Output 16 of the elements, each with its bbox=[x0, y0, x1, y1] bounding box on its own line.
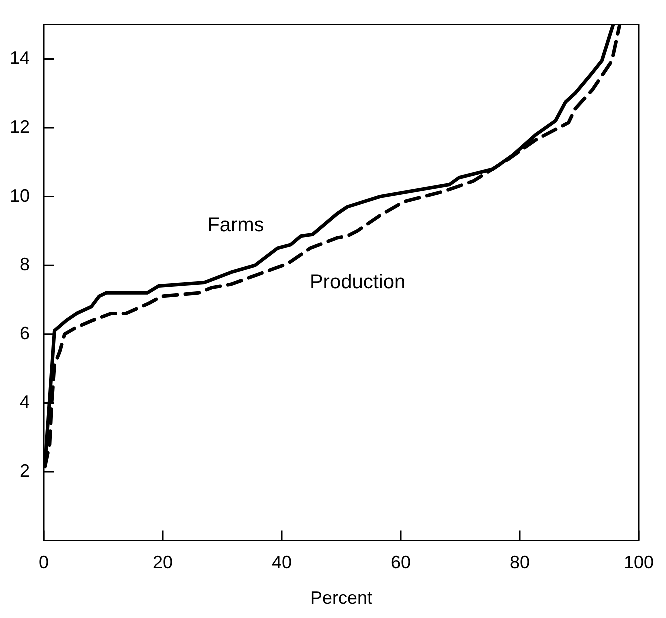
y-tick-label: 2 bbox=[20, 460, 30, 481]
x-tick-label: 20 bbox=[152, 552, 174, 573]
x-tick-label: 100 bbox=[624, 552, 654, 573]
y-tick-label: 14 bbox=[10, 48, 30, 68]
x-tick-label: 0 bbox=[38, 552, 50, 573]
x-tick-label: 80 bbox=[510, 552, 530, 573]
series-label: Farms bbox=[208, 214, 264, 237]
y-tick-label: 8 bbox=[20, 254, 30, 275]
y-tick-label: 6 bbox=[20, 323, 30, 344]
x-tick-label: 60 bbox=[390, 552, 412, 573]
x-tick-label: 40 bbox=[272, 552, 292, 573]
x-axis-title: Percent bbox=[310, 588, 373, 608]
y-tick-label: 12 bbox=[10, 116, 30, 137]
series-label: Production bbox=[310, 271, 406, 294]
y-tick-label: 4 bbox=[20, 392, 30, 412]
y-tick-label: 10 bbox=[10, 186, 30, 206]
